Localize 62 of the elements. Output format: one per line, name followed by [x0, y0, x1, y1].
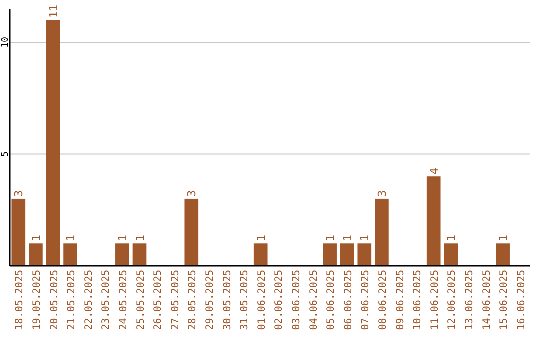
x-tick-label: 16.06.2025 [516, 270, 528, 330]
x-tick-label: 18.05.2025 [14, 270, 26, 330]
bar [254, 244, 268, 266]
x-tick-label: 30.05.2025 [222, 270, 234, 330]
data-label: 1 [64, 235, 78, 242]
data-label: 3 [376, 190, 389, 197]
x-tick-label: 20.05.2025 [49, 270, 60, 330]
x-tick-label: 05.06.2025 [326, 270, 338, 330]
bar [496, 244, 510, 266]
x-tick-label: 23.05.2025 [101, 270, 112, 330]
bar [375, 198, 389, 266]
bar [426, 176, 441, 266]
x-tick-label: 24.05.2025 [118, 270, 130, 330]
x-tick-label: 10.06.2025 [412, 270, 424, 330]
bar [444, 244, 458, 266]
x-tick-label: 04.06.2025 [308, 270, 320, 330]
x-tick-label: 21.05.2025 [66, 270, 78, 330]
bar [12, 198, 26, 266]
y-tick-label: 5 [1, 152, 11, 157]
data-label: 1 [324, 235, 338, 242]
data-label: 11 [47, 4, 60, 18]
x-tick-label: 19.05.2025 [32, 270, 43, 330]
data-label: 1 [341, 235, 354, 242]
bar [116, 244, 130, 266]
x-tick-label: 06.06.2025 [343, 270, 354, 330]
data-label: 4 [428, 168, 441, 175]
data-label: 1 [254, 235, 268, 242]
data-label: 1 [358, 235, 372, 242]
data-label: 3 [12, 190, 26, 197]
y-tick-label: 10 [1, 37, 11, 48]
data-label: 3 [186, 190, 199, 197]
data-label: 1 [497, 235, 510, 242]
bar [46, 20, 60, 266]
x-tick-label: 08.06.2025 [378, 270, 389, 330]
x-tick-label: 28.05.2025 [188, 270, 199, 330]
data-label: 1 [445, 235, 458, 242]
x-tick-label: 12.06.2025 [447, 270, 458, 330]
x-tick-label: 02.06.2025 [274, 270, 286, 330]
bar [184, 198, 199, 266]
x-tick-label: 09.06.2025 [395, 270, 406, 330]
bar [64, 244, 78, 266]
bar [358, 244, 372, 266]
data-label: 1 [116, 235, 130, 242]
bar [340, 244, 354, 266]
x-tick-label: 31.05.2025 [240, 270, 251, 330]
data-label: 1 [30, 235, 43, 242]
x-tick-label: 07.06.2025 [360, 270, 372, 330]
bar [323, 244, 337, 266]
bar [132, 244, 147, 266]
x-tick-label: 13.06.2025 [464, 270, 476, 330]
data-label: 1 [134, 235, 147, 242]
x-tick-label: 22.05.2025 [84, 270, 95, 330]
x-tick-label: 26.05.2025 [153, 270, 164, 330]
x-tick-label: 14.06.2025 [482, 270, 493, 330]
x-tick-label: 15.06.2025 [499, 270, 510, 330]
x-tick-label: 03.06.2025 [291, 270, 302, 330]
x-tick-label: 25.05.2025 [136, 270, 147, 330]
x-tick-label: 11.06.2025 [430, 270, 441, 330]
x-tick-label: 29.05.2025 [204, 270, 216, 330]
x-tick-label: 27.05.2025 [170, 270, 182, 330]
x-tick-label: 01.06.2025 [256, 270, 268, 330]
bar [29, 244, 43, 266]
